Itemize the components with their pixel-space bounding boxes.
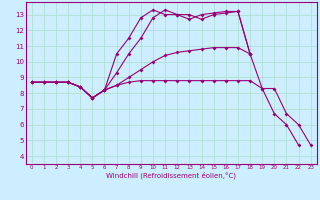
X-axis label: Windchill (Refroidissement éolien,°C): Windchill (Refroidissement éolien,°C)	[106, 172, 236, 179]
